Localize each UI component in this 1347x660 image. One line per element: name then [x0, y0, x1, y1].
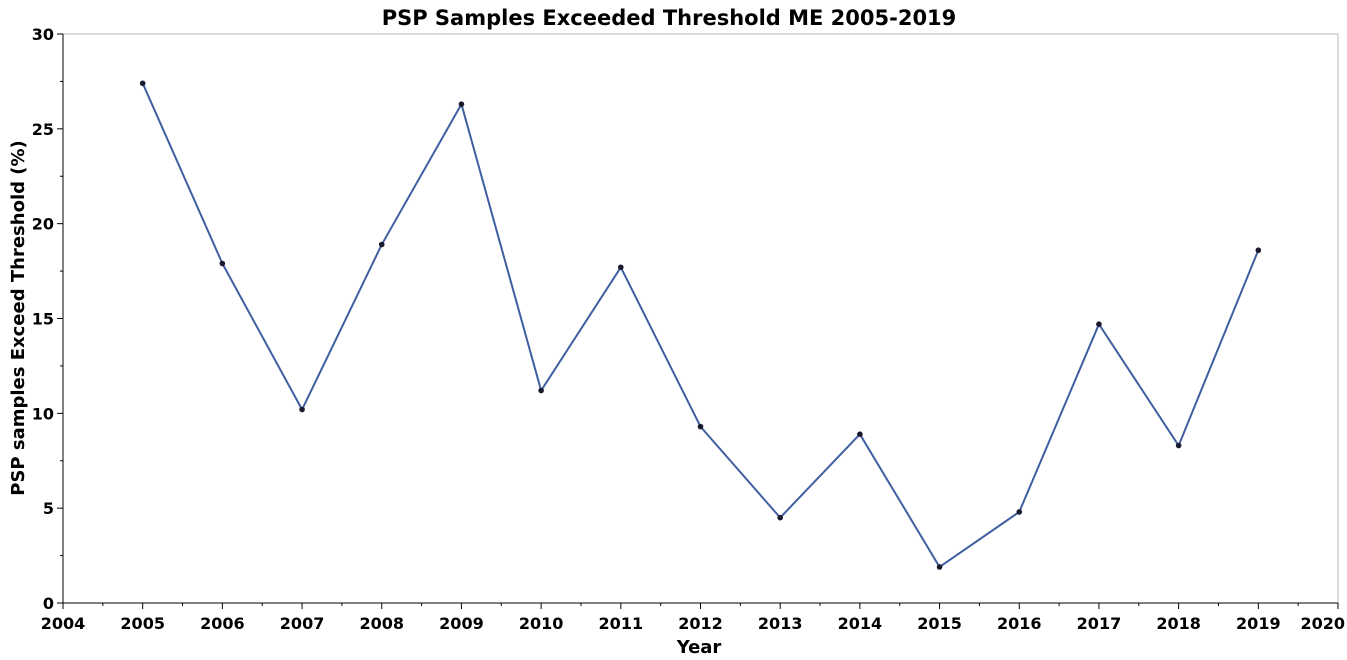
data-point: [777, 514, 783, 521]
x-tick-label: 2008: [359, 614, 404, 633]
chart-title: PSP Samples Exceeded Threshold ME 2005-2…: [382, 6, 957, 30]
x-axis-label: Year: [676, 637, 722, 658]
data-point: [1255, 247, 1262, 254]
x-tick-label: 2016: [997, 614, 1042, 633]
data-point: [1096, 321, 1102, 327]
x-axis-ticks: 2004 2005 2006 2007 2008 2009 2010 2011 2012 2013…: [41, 603, 1345, 633]
data-point: [1175, 442, 1182, 449]
y-tick-label: 20: [32, 215, 54, 234]
x-tick-label: 2010: [519, 614, 564, 633]
y-tick-label: 0: [43, 594, 54, 613]
y-tick-label: 5: [43, 499, 54, 518]
y-tick-label: 30: [32, 25, 54, 44]
data-point: [458, 101, 465, 107]
series-group: [139, 80, 1262, 570]
x-tick-label: 2004: [41, 614, 86, 633]
data-point: [538, 387, 544, 394]
data-point: [618, 264, 624, 271]
y-tick-label: 15: [32, 310, 54, 329]
x-tick-label: 2013: [758, 614, 803, 633]
y-axis-label: PSP samples Exceed Threshold (%): [8, 140, 29, 496]
x-tick-label: 2018: [1156, 614, 1201, 633]
x-tick-label: 2020: [1300, 614, 1345, 633]
x-tick-label: 2009: [439, 614, 484, 633]
data-point: [139, 80, 146, 87]
data-point: [219, 260, 226, 267]
data-point: [697, 423, 704, 430]
data-point: [1016, 509, 1023, 515]
x-tick-label: 2012: [678, 614, 723, 633]
series-line: [141, 82, 1260, 568]
data-point: [936, 564, 943, 570]
x-tick-label: 2019: [1236, 614, 1281, 633]
x-tick-label: 2015: [917, 614, 962, 633]
data-point: [378, 241, 385, 248]
x-tick-label: 2005: [120, 614, 165, 633]
y-tick-label: 10: [32, 404, 54, 423]
data-point: [857, 431, 863, 437]
y-axis-ticks: 0 5 10 15 20 25 30: [32, 25, 63, 613]
plot-frame: [62, 33, 1339, 604]
data-point: [299, 406, 305, 413]
x-tick-label: 2011: [599, 614, 644, 633]
x-tick-label: 2007: [280, 614, 325, 633]
x-tick-label: 2017: [1077, 614, 1122, 633]
x-tick-label: 2014: [838, 614, 883, 633]
y-tick-label: 25: [32, 120, 54, 139]
x-tick-label: 2006: [200, 614, 245, 633]
